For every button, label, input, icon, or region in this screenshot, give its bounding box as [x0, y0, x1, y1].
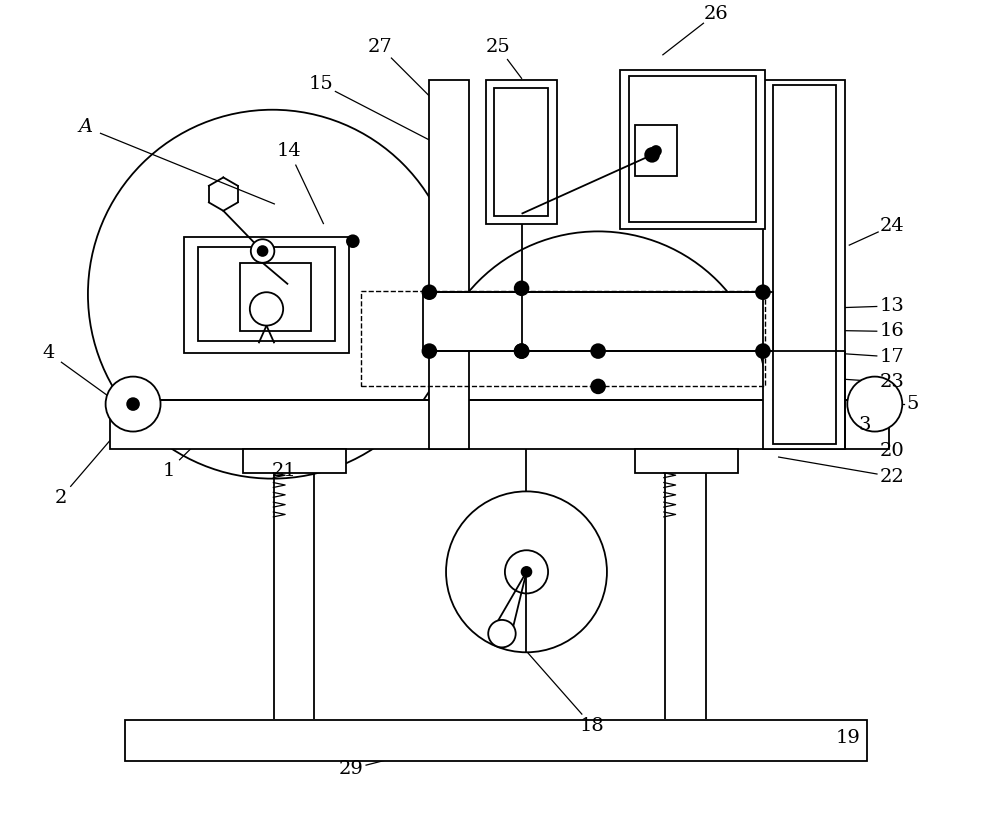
Text: 24: 24: [880, 217, 905, 235]
Bar: [773, 85, 836, 444]
Bar: [198, 247, 335, 341]
Text: 14: 14: [277, 142, 301, 160]
Bar: [243, 449, 346, 472]
Circle shape: [522, 567, 531, 577]
Text: 2: 2: [54, 489, 67, 507]
Text: A: A: [79, 119, 93, 136]
Circle shape: [756, 285, 770, 299]
Bar: [486, 80, 557, 223]
Bar: [620, 70, 765, 229]
Circle shape: [505, 550, 548, 594]
Circle shape: [591, 380, 605, 393]
Text: 21: 21: [272, 461, 297, 480]
Text: 23: 23: [880, 374, 905, 391]
Text: 16: 16: [880, 323, 905, 340]
Text: 19: 19: [836, 729, 861, 747]
Text: 29: 29: [338, 760, 363, 778]
Text: 15: 15: [309, 75, 334, 94]
Text: 4: 4: [43, 344, 55, 362]
Text: 22: 22: [880, 467, 905, 486]
Circle shape: [106, 376, 161, 431]
Circle shape: [422, 285, 436, 299]
Bar: [240, 263, 311, 331]
Circle shape: [250, 293, 283, 325]
Text: 1: 1: [162, 461, 175, 480]
Circle shape: [651, 146, 661, 155]
Text: 17: 17: [880, 348, 905, 366]
Text: 18: 18: [580, 717, 605, 735]
Text: 26: 26: [703, 4, 728, 23]
Circle shape: [847, 376, 902, 431]
Text: 20: 20: [880, 442, 905, 460]
Circle shape: [645, 148, 659, 161]
Text: 25: 25: [486, 38, 510, 56]
Bar: [429, 80, 469, 449]
Circle shape: [488, 620, 516, 647]
Circle shape: [88, 110, 457, 479]
Circle shape: [515, 282, 528, 295]
Bar: [763, 80, 845, 449]
Circle shape: [127, 398, 139, 410]
Bar: [125, 720, 867, 762]
Text: 5: 5: [906, 395, 918, 413]
Bar: [494, 88, 548, 216]
Circle shape: [446, 492, 607, 652]
Text: 13: 13: [880, 297, 905, 315]
Circle shape: [251, 239, 274, 263]
Bar: [361, 291, 765, 386]
Bar: [184, 237, 349, 353]
Bar: [423, 293, 773, 351]
Bar: [110, 400, 889, 449]
Text: 3: 3: [859, 415, 871, 434]
Circle shape: [422, 344, 436, 358]
Circle shape: [347, 235, 359, 247]
Bar: [635, 125, 677, 176]
Bar: [635, 449, 738, 472]
Circle shape: [756, 344, 770, 358]
Bar: [629, 76, 756, 222]
Circle shape: [258, 246, 267, 256]
Circle shape: [591, 344, 605, 358]
Text: 27: 27: [368, 38, 393, 56]
Circle shape: [515, 344, 528, 358]
Circle shape: [515, 344, 528, 358]
